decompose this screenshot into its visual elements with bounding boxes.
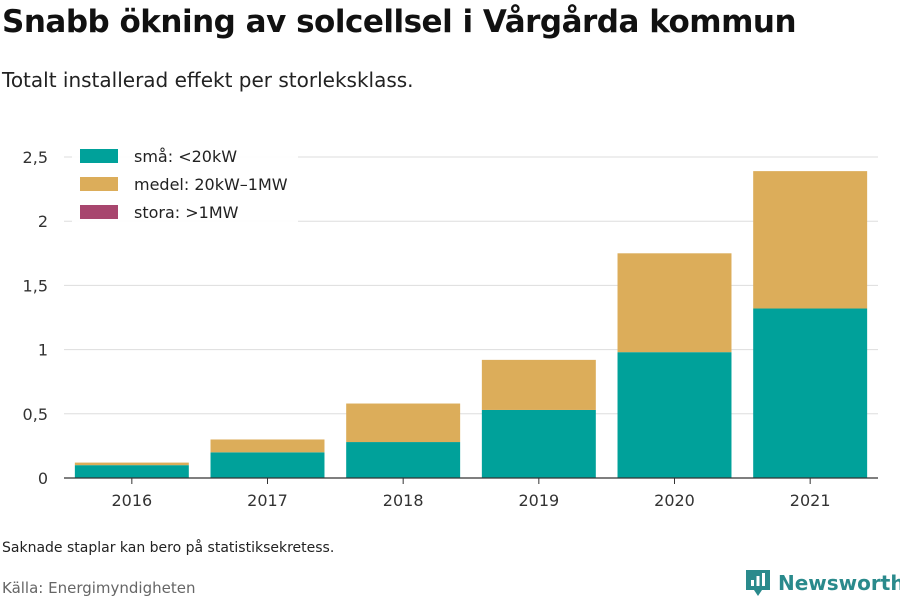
bars: [74, 171, 868, 478]
x-tick-label: 2016: [111, 491, 152, 510]
x-tick-label: 2017: [247, 491, 288, 510]
bar-segment: [74, 462, 189, 466]
legend-label: medel: 20kW–1MW: [134, 174, 288, 194]
legend-item: små: <20kW: [80, 142, 288, 170]
chart-area: 0 0,5 1 1,5 2 2,5 2016 2017 2018 2019 2020 2021: [23, 148, 878, 510]
legend-item: medel: 20kW–1MW: [80, 170, 288, 198]
bar-segment: [74, 465, 189, 478]
bar-segment: [481, 409, 596, 478]
brand-name: Newsworthy: [778, 571, 900, 595]
x-tick-label: 2021: [790, 491, 831, 510]
y-tick-label: 1: [38, 341, 48, 360]
newsworthy-logo-icon: [746, 570, 770, 596]
brand-logo[interactable]: Newsworthy: [744, 566, 900, 600]
legend-swatch: [80, 177, 118, 191]
x-tick-label: 2020: [654, 491, 695, 510]
legend-label: stora: >1MW: [134, 202, 239, 222]
bar-segment: [346, 403, 461, 443]
bar-segment: [753, 308, 868, 478]
bar-segment: [617, 253, 732, 353]
x-tick-label: 2018: [383, 491, 424, 510]
legend-swatch: [80, 149, 118, 163]
chart-subtitle: Totalt installerad effekt per storlekskl…: [2, 68, 414, 92]
bar-segment: [210, 452, 325, 478]
source-text: Källa: Energimyndigheten: [2, 579, 196, 597]
legend-label: små: <20kW: [134, 146, 238, 166]
legend: små: <20kW medel: 20kW–1MW stora: >1MW: [72, 140, 298, 230]
axes: 0 0,5 1 1,5 2 2,5 2016 2017 2018 2019 2020 2021: [23, 148, 878, 510]
y-tick-label: 1,5: [23, 276, 48, 295]
y-tick-label: 0,5: [23, 405, 48, 424]
bar-segment: [481, 359, 596, 410]
bar-segment: [617, 352, 732, 478]
legend-item: stora: >1MW: [80, 198, 288, 226]
y-tick-label: 2: [38, 212, 48, 231]
y-tick-label: 2,5: [23, 148, 48, 167]
y-tick-label: 0: [38, 469, 48, 488]
legend-swatch: [80, 205, 118, 219]
chart-title: Snabb ökning av solcellsel i Vårgårda ko…: [2, 4, 797, 40]
bar-segment: [210, 439, 325, 453]
footnote: Saknade staplar kan bero på statistiksek…: [2, 540, 335, 556]
bar-segment: [346, 442, 461, 478]
bar-segment: [753, 171, 868, 309]
x-tick-label: 2019: [518, 491, 559, 510]
